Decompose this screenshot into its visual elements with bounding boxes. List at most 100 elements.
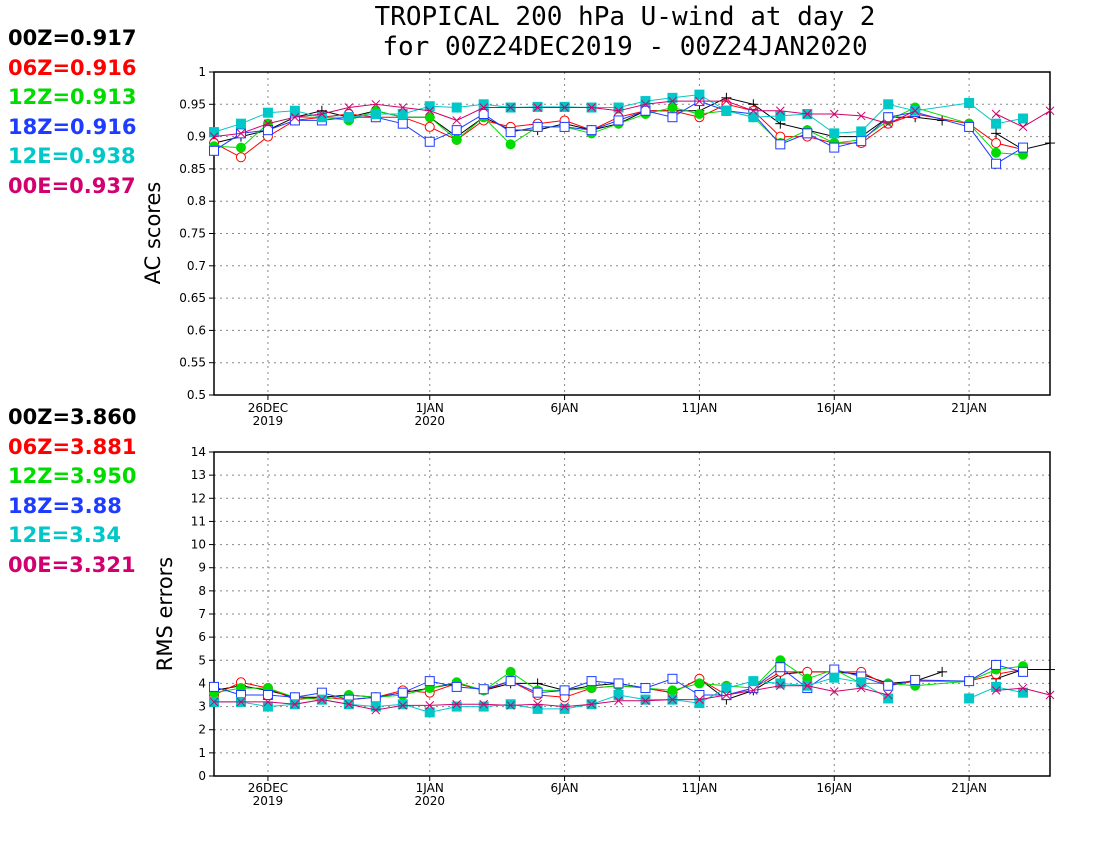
y-tick-label: 0.85 — [179, 162, 206, 176]
y-tick-label: 4 — [198, 676, 206, 690]
data-point-18Z — [883, 680, 894, 691]
data-point-12E — [883, 693, 894, 704]
data-point-18Z — [640, 105, 651, 116]
x-tick-label: 6JAN — [551, 401, 579, 415]
y-axis-label: AC scores — [141, 182, 165, 285]
y-tick-label: 10 — [191, 538, 206, 552]
data-point-00E — [991, 109, 1001, 119]
data-point-12E — [397, 699, 408, 710]
data-point-00E — [991, 686, 1001, 695]
data-point-18Z — [775, 662, 786, 673]
chart-panel-0: 0.5 0.55 0.6 0.65 0.7 0.75 0.8 0.85 0.9 0.95 1 26DE… — [141, 65, 1055, 428]
series-00E — [209, 96, 1055, 141]
data-point-12E — [505, 699, 516, 710]
data-point-00E — [1045, 106, 1055, 116]
data-point-18Z — [532, 687, 543, 698]
data-point-12Z — [667, 685, 678, 696]
y-tick-label: 1 — [198, 746, 206, 760]
data-point-00E — [641, 99, 650, 109]
data-point-00E — [829, 687, 839, 696]
series-00Z — [209, 92, 1055, 155]
data-point-18Z — [802, 128, 813, 139]
data-point-00E — [802, 109, 812, 119]
data-point-18Z — [478, 108, 489, 119]
y-tick-label: 13 — [191, 468, 206, 482]
y-tick-label: 8 — [198, 584, 206, 598]
y-tick-label: 0 — [198, 769, 206, 783]
data-point-00E — [506, 103, 515, 112]
y-axis-label: RMS errors — [153, 557, 177, 672]
x-tick-label: 26DEC — [248, 781, 288, 795]
y-tick-label: 0.7 — [187, 259, 206, 273]
data-point-12E — [451, 701, 462, 712]
data-point-12E — [748, 112, 759, 123]
data-point-00E — [614, 106, 623, 116]
data-point-18Z — [505, 676, 516, 687]
data-point-00E — [856, 683, 866, 693]
data-point-00E — [695, 96, 704, 106]
data-point-18Z — [667, 112, 678, 123]
y-tick-label: 11 — [191, 514, 206, 528]
data-point-06Z — [424, 121, 435, 132]
data-point-00E — [883, 119, 893, 129]
series-line-00E — [214, 685, 889, 711]
data-point-00E — [236, 697, 246, 707]
data-point-12E — [478, 701, 489, 712]
data-point-12E — [991, 118, 1002, 129]
data-point-18Z — [667, 673, 678, 684]
data-point-00E — [371, 705, 381, 715]
data-point-00E — [856, 111, 866, 121]
legend-ac-00e: 00E=0.937 — [8, 173, 136, 198]
data-point-12Z — [694, 678, 705, 689]
data-point-00E — [398, 103, 408, 112]
legend-rms-12e: 12E=3.34 — [8, 523, 121, 547]
data-point-12E — [289, 105, 300, 116]
data-point-12E — [667, 92, 678, 103]
y-tick-label: 0.8 — [187, 194, 206, 208]
data-point-18Z — [964, 121, 975, 132]
x-tick-label: 26DEC — [248, 401, 288, 415]
legend-rms-18z: 18Z=3.88 — [8, 493, 122, 518]
data-point-06Z — [235, 152, 246, 163]
x-tick-label: 16JAN — [816, 781, 852, 795]
data-point-00E — [263, 119, 273, 129]
legend-ac: 00Z=0.917 06Z=0.916 12Z=0.913 18Z=0.916 … — [8, 24, 136, 201]
data-point-12E — [262, 701, 273, 712]
data-point-12E — [262, 107, 273, 118]
x-tick-label: 21JAN — [951, 401, 987, 415]
data-point-12E — [775, 110, 786, 121]
data-point-12E — [829, 672, 840, 683]
data-point-18Z — [991, 659, 1002, 670]
data-point-12E — [424, 101, 435, 112]
data-point-18Z — [856, 136, 867, 147]
data-point-00E — [344, 103, 354, 112]
data-point-12E — [370, 701, 381, 712]
data-point-12E — [694, 698, 705, 709]
data-point-12Z — [694, 108, 705, 119]
data-point-12E — [694, 89, 705, 100]
y-tick-label: 1 — [198, 65, 206, 79]
data-point-12E — [991, 681, 1002, 692]
x-tick-sublabel: 2019 — [253, 794, 284, 808]
data-point-12Z — [505, 666, 516, 677]
data-point-12Z — [424, 112, 435, 123]
data-point-12E — [1018, 113, 1029, 124]
legend-rms-06z: 06Z=3.881 — [8, 434, 137, 459]
data-point-18Z — [910, 674, 921, 685]
y-tick-label: 2 — [198, 723, 206, 737]
data-point-00E — [290, 699, 300, 709]
data-point-00E — [614, 696, 623, 706]
data-point-00E — [883, 690, 893, 700]
data-point-12E — [451, 102, 462, 113]
data-point-12E — [235, 118, 246, 129]
data-point-12E — [856, 126, 867, 137]
data-point-18Z — [262, 125, 273, 136]
data-point-18Z — [370, 692, 381, 703]
data-point-00E — [749, 106, 758, 116]
y-tick-label: 0.75 — [179, 227, 206, 241]
y-tick-label: 0.65 — [179, 291, 206, 305]
data-point-12E — [397, 108, 408, 119]
data-point-18Z — [559, 685, 570, 696]
data-point-18Z — [1018, 666, 1029, 677]
